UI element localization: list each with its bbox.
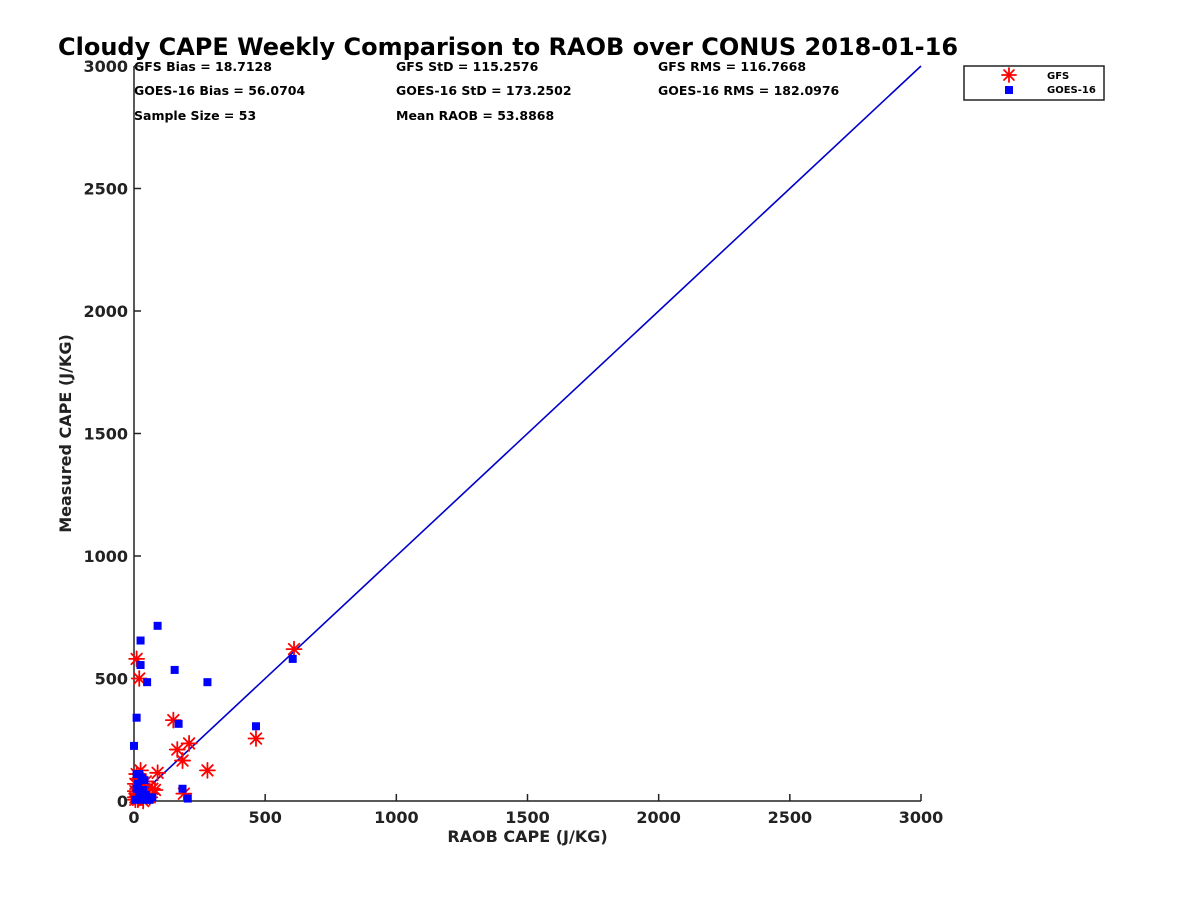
goes16-data-point (131, 795, 140, 804)
y-tick-label: 3000 (83, 57, 128, 76)
legend-box (963, 65, 1105, 101)
legend: GFS GOES-16 (963, 65, 1105, 101)
y-axis-label: Measured CAPE (J/KG) (56, 334, 75, 533)
y-tick-label: 500 (95, 670, 128, 689)
legend-asterisk-glyph (1001, 67, 1017, 83)
stat-gfs-rms: GFS RMS = 116.7668 (658, 59, 806, 74)
legend-label-gfs: GFS (1047, 71, 1069, 82)
goes16-data-point (148, 793, 157, 802)
one-to-one-reference-line (133, 65, 922, 802)
goes16-data-point (140, 776, 149, 785)
goes16-data-point (130, 741, 138, 750)
goes16-data-point (132, 713, 141, 722)
legend-gfs-asterisk-icon (1001, 67, 1017, 83)
stat-mean-raob: Mean RAOB = 53.8868 (396, 108, 554, 123)
legend-label-goes16: GOES-16 (1047, 85, 1096, 96)
x-tick-label: 500 (248, 808, 281, 827)
gfs-data-point (149, 764, 167, 782)
chart-title: Cloudy CAPE Weekly Comparison to RAOB ov… (58, 33, 958, 61)
gfs-data-point (247, 730, 265, 747)
y-tick-label: 2000 (83, 302, 128, 321)
goes16-data-point (136, 636, 145, 645)
goes16-data-point (132, 784, 141, 793)
goes16-data-point (141, 790, 150, 799)
goes16-data-point (178, 784, 187, 793)
goes16-data-point (251, 722, 260, 731)
x-tick-label: 1000 (374, 808, 419, 827)
gfs-data-point (199, 761, 216, 779)
gfs-data-point (130, 670, 148, 687)
x-tick-label: 0 (128, 808, 139, 827)
stat-gfs-std: GFS StD = 115.2576 (396, 59, 539, 74)
gfs-data-point (174, 752, 191, 769)
goes16-data-point (139, 785, 148, 794)
x-axis-ticks: 0 500 1000 1500 2000 2500 3000 (128, 794, 943, 827)
statistics-block: GFS Bias = 18.7128 GFS StD = 115.2576 GF… (134, 59, 840, 123)
y-tick-label: 1500 (83, 425, 128, 444)
stat-gfs-bias: GFS Bias = 18.7128 (134, 59, 272, 74)
goes16-data-point (170, 665, 179, 674)
x-tick-label: 1500 (505, 808, 550, 827)
goes16-data-point (136, 661, 145, 670)
y-tick-label: 0 (117, 792, 128, 811)
stat-goes-bias: GOES-16 Bias = 56.0704 (134, 83, 305, 98)
goes16-data-point (133, 779, 142, 788)
stat-goes-rms: GOES-16 RMS = 182.0976 (658, 83, 840, 98)
x-tick-label: 2000 (636, 808, 681, 827)
gfs-data-point (285, 640, 303, 658)
legend-goes16-square-icon (1005, 86, 1013, 94)
stat-goes-std: GOES-16 StD = 173.2502 (396, 83, 572, 98)
goes16-data-point (174, 719, 183, 728)
y-tick-label: 2500 (83, 180, 128, 199)
y-tick-label: 1000 (83, 547, 128, 566)
gfs-data-point (180, 735, 198, 752)
y-axis-ticks: 0 500 1000 1500 2000 2500 3000 (83, 57, 141, 811)
x-axis-label: RAOB CAPE (J/KG) (447, 827, 607, 846)
stat-sample-size: Sample Size = 53 (134, 108, 256, 123)
x-tick-label: 3000 (899, 808, 944, 827)
goes16-data-point (136, 795, 145, 804)
goes16-data-point (203, 678, 212, 687)
goes16-data-point (143, 678, 152, 687)
goes16-data-point (288, 654, 297, 663)
goes16-data-point (153, 621, 162, 630)
series-goes16-points (130, 621, 297, 804)
goes16-data-point (183, 794, 192, 803)
x-tick-label: 2500 (768, 808, 813, 827)
